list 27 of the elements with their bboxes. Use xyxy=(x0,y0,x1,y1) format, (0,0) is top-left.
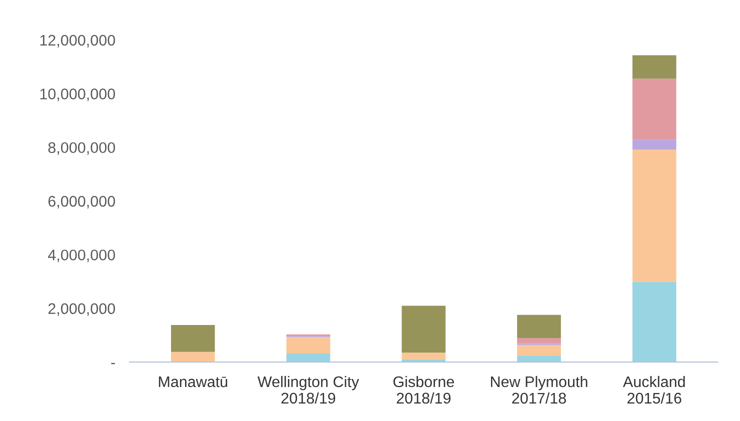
bar xyxy=(286,353,330,362)
y-tick-label: - xyxy=(111,362,115,364)
x-tick-label: Manawatū xyxy=(158,376,228,388)
bar xyxy=(517,344,561,356)
bar xyxy=(517,356,561,362)
bar xyxy=(402,352,446,360)
bar xyxy=(632,140,676,150)
y-tick-label: 8,000,000 xyxy=(48,142,116,155)
x-tick-label: Wellington City 2018/19 xyxy=(258,376,360,404)
bar xyxy=(171,352,215,362)
x-tick-label: Gisborne 2018/19 xyxy=(393,376,454,404)
y-tick-label: 4,000,000 xyxy=(48,250,116,262)
x-tick-label: New Plymouth 2017/18 xyxy=(491,376,588,404)
y-tick-label: 10,000,000 xyxy=(40,88,116,102)
bar xyxy=(632,282,676,362)
bar xyxy=(517,314,561,338)
bar xyxy=(402,306,446,353)
bar xyxy=(632,149,676,282)
bar xyxy=(286,336,330,354)
y-tick-label: 6,000,000 xyxy=(48,196,116,209)
bar xyxy=(632,78,676,140)
x-tick-label: Auckland 2015/16 xyxy=(622,376,685,404)
bar xyxy=(632,55,676,79)
y-tick-label: 2,000,000 xyxy=(48,303,116,316)
y-tick-label: 12,000,000 xyxy=(40,34,116,48)
bar xyxy=(171,325,215,352)
bar xyxy=(517,338,561,344)
